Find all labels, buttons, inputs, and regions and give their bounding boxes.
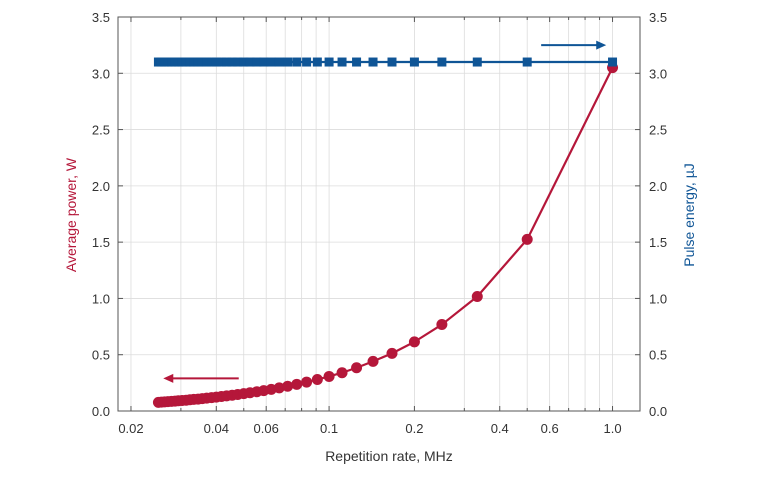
data-point: [408, 336, 420, 348]
x-tick-label: 1.0: [603, 421, 621, 436]
grid: [118, 16, 640, 412]
data-point: [367, 355, 379, 367]
left-y-tick-label: 2.0: [92, 179, 110, 194]
left-y-tick-label: 0.5: [92, 348, 110, 363]
right-y-tick-label: 1.0: [649, 291, 667, 306]
data-point: [259, 57, 269, 67]
left-y-tick-label: 1.5: [92, 235, 110, 250]
left-y-tick-label: 0.0: [92, 404, 110, 419]
data-point: [324, 57, 334, 67]
data-point: [352, 57, 362, 67]
data-point: [521, 233, 533, 245]
right-y-tick-label: 0.0: [649, 404, 667, 419]
data-point: [323, 370, 335, 382]
data-point: [245, 57, 255, 67]
left-y-tick-label: 3.5: [92, 10, 110, 25]
data-point: [608, 57, 618, 67]
arrow-head: [163, 373, 174, 383]
data-point: [239, 57, 249, 67]
data-point: [252, 57, 262, 67]
data-point: [266, 57, 276, 67]
data-point: [301, 376, 313, 388]
data-point: [283, 57, 293, 67]
right-y-tick-label: 0.5: [649, 348, 667, 363]
data-point: [291, 378, 303, 390]
series-line: [158, 67, 614, 404]
data-point: [337, 57, 347, 67]
data-point: [273, 382, 285, 394]
right-y-tick-label: 3.0: [649, 66, 667, 81]
left-y-axis-label: Average power, W: [63, 157, 79, 272]
data-point: [233, 57, 243, 67]
data-point: [436, 319, 448, 331]
data-point: [227, 57, 237, 67]
data-point: [302, 57, 312, 67]
axis-arrows: [163, 40, 607, 383]
right-y-axis-label: Pulse energy, µJ: [681, 163, 697, 267]
left-arrow: [163, 373, 239, 383]
left-y-tick-label: 1.0: [92, 291, 110, 306]
right-y-tick-label: 3.5: [649, 10, 667, 25]
right-y-tick-labels: 0.0 0.5 1.0 1.5 2.0 2.5 3.0 3.5: [649, 10, 667, 419]
x-tick-label: 0.4: [491, 421, 509, 436]
x-tick-label: 0.02: [118, 421, 143, 436]
tick-marks: [118, 16, 640, 412]
data-point: [437, 57, 447, 67]
x-tick-label: 0.2: [405, 421, 423, 436]
data-point: [282, 380, 294, 392]
right-arrow: [541, 40, 607, 50]
data-point: [351, 362, 363, 374]
left-y-tick-label: 3.0: [92, 66, 110, 81]
series-layer: [152, 57, 619, 408]
x-axis-label: Repetition rate, MHz: [325, 448, 453, 464]
data-point: [207, 57, 217, 67]
data-point: [368, 57, 378, 67]
data-point: [409, 57, 419, 67]
data-point: [386, 347, 398, 359]
data-point: [522, 57, 532, 67]
right-y-tick-label: 1.5: [649, 235, 667, 250]
data-point: [472, 57, 482, 67]
x-tick-label: 0.06: [254, 421, 279, 436]
data-point: [292, 57, 302, 67]
data-point: [274, 57, 284, 67]
left-y-tick-labels: 0.0 0.5 1.0 1.5 2.0 2.5 3.0 3.5: [92, 10, 110, 419]
right-y-tick-label: 2.5: [649, 123, 667, 138]
data-point: [387, 57, 397, 67]
data-point: [311, 373, 323, 385]
x-tick-label: 0.6: [541, 421, 559, 436]
data-point: [222, 57, 232, 67]
data-point: [216, 57, 226, 67]
arrow-head: [596, 40, 607, 50]
x-tick-label: 0.1: [320, 421, 338, 436]
x-tick-label: 0.04: [204, 421, 229, 436]
series-pulse-energy: [153, 57, 618, 67]
data-point: [211, 57, 221, 67]
data-point: [336, 367, 348, 379]
x-tick-labels: 0.02 0.04 0.06 0.1 0.2 0.4 0.6 1.0: [118, 421, 621, 436]
series-average-power: [152, 62, 619, 408]
data-point: [471, 291, 483, 303]
plot-frame: [117, 16, 641, 412]
data-point: [202, 57, 212, 67]
right-y-tick-label: 2.0: [649, 179, 667, 194]
data-point: [312, 57, 322, 67]
left-y-tick-label: 2.5: [92, 123, 110, 138]
